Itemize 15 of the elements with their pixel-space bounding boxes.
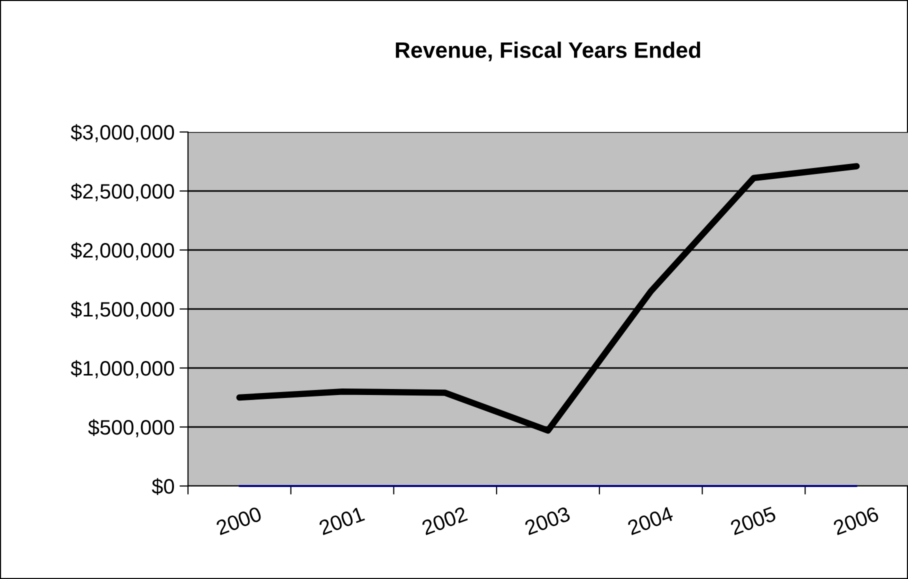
y-tick-label: $2,000,000	[70, 242, 174, 260]
y-tick-label: $3,000,000	[70, 124, 174, 142]
y-tick-label: $500,000	[88, 419, 174, 438]
x-tick-label: 2001	[318, 506, 366, 536]
y-tick-label: $0	[152, 478, 174, 495]
x-tick-label: 2003	[524, 506, 571, 536]
x-tick-label: 2000	[216, 506, 262, 536]
x-tick-label: 2004	[626, 506, 674, 536]
chart-title: Revenue, Fiscal Years Ended	[396, 42, 700, 62]
x-tick-label: 2006	[832, 506, 880, 536]
y-tick-label: $1,500,000	[70, 301, 174, 320]
x-tick-label: 2005	[730, 506, 777, 536]
y-tick-label: $1,000,000	[70, 360, 174, 378]
y-tick-label: $2,500,000	[70, 183, 174, 202]
x-tick-label: 2002	[421, 506, 468, 536]
